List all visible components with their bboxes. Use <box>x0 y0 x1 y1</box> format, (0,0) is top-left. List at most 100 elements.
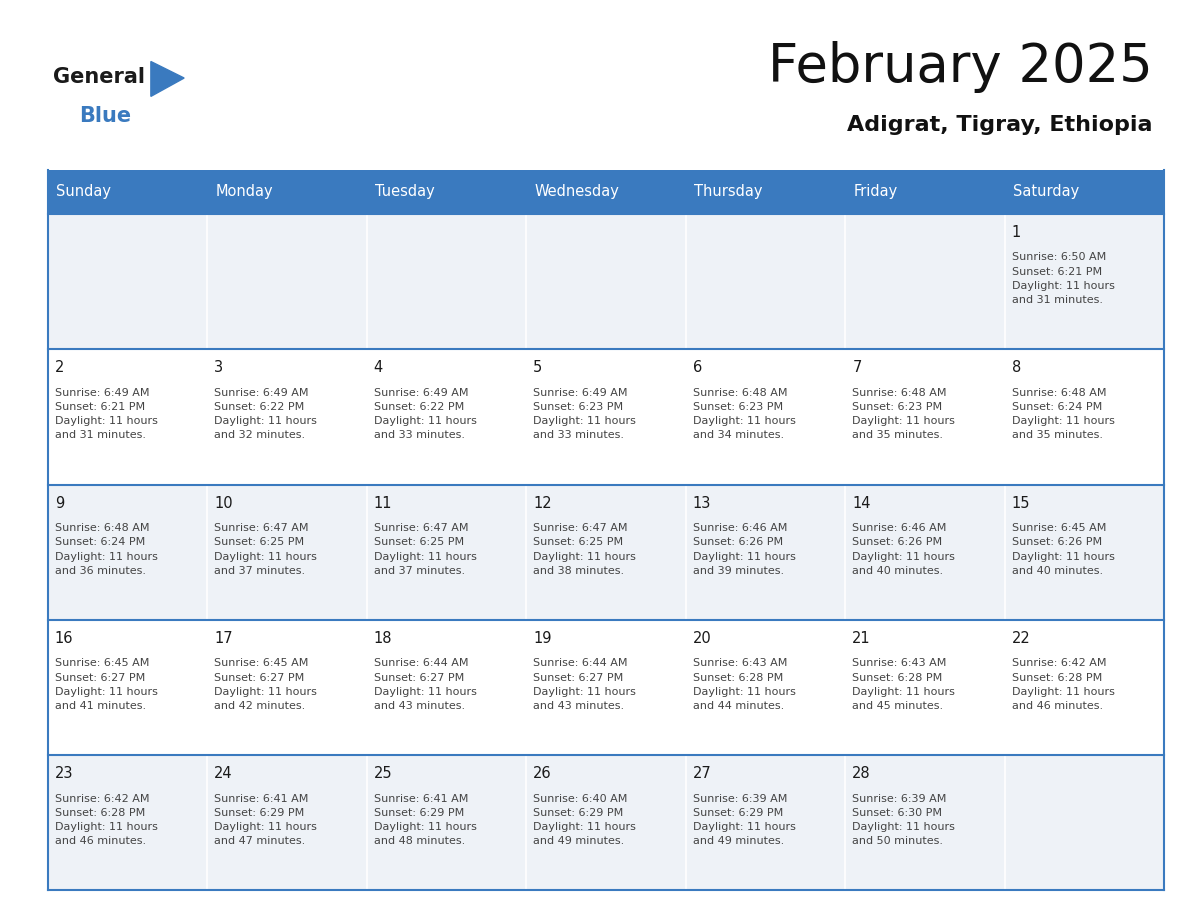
Text: 1: 1 <box>1012 225 1022 240</box>
Text: Sunset: 6:27 PM: Sunset: 6:27 PM <box>55 673 145 683</box>
Text: Daylight: 11 hours: Daylight: 11 hours <box>374 552 476 562</box>
Bar <box>1005 756 1164 890</box>
Text: Sunrise: 6:41 AM: Sunrise: 6:41 AM <box>214 794 309 803</box>
Text: Sunrise: 6:43 AM: Sunrise: 6:43 AM <box>693 658 788 668</box>
Text: 25: 25 <box>374 767 392 781</box>
Text: and 36 minutes.: and 36 minutes. <box>55 565 146 576</box>
Text: Sunset: 6:26 PM: Sunset: 6:26 PM <box>852 537 942 547</box>
Text: Sunset: 6:24 PM: Sunset: 6:24 PM <box>1012 402 1102 412</box>
Bar <box>845 620 1005 756</box>
Bar <box>207 485 367 620</box>
Text: and 44 minutes.: and 44 minutes. <box>693 701 784 711</box>
Text: Daylight: 11 hours: Daylight: 11 hours <box>852 552 955 562</box>
Text: and 38 minutes.: and 38 minutes. <box>533 565 625 576</box>
Bar <box>526 349 685 485</box>
Text: and 45 minutes.: and 45 minutes. <box>852 701 943 711</box>
Text: and 31 minutes.: and 31 minutes. <box>1012 296 1102 305</box>
Text: Daylight: 11 hours: Daylight: 11 hours <box>693 687 796 697</box>
Text: Sunset: 6:29 PM: Sunset: 6:29 PM <box>374 808 465 818</box>
Bar <box>367 756 526 890</box>
Text: Sunrise: 6:49 AM: Sunrise: 6:49 AM <box>55 387 150 397</box>
Text: Sunrise: 6:47 AM: Sunrise: 6:47 AM <box>533 523 627 533</box>
Text: Sunday: Sunday <box>56 185 110 199</box>
Bar <box>1005 214 1164 349</box>
Bar <box>367 349 526 485</box>
Bar <box>526 170 685 214</box>
Text: Sunset: 6:23 PM: Sunset: 6:23 PM <box>852 402 942 412</box>
Text: Daylight: 11 hours: Daylight: 11 hours <box>533 687 636 697</box>
Bar <box>526 756 685 890</box>
Text: Saturday: Saturday <box>1013 185 1079 199</box>
Text: and 32 minutes.: and 32 minutes. <box>214 431 305 441</box>
Text: Sunset: 6:27 PM: Sunset: 6:27 PM <box>214 673 304 683</box>
Bar <box>685 756 845 890</box>
Text: Sunset: 6:30 PM: Sunset: 6:30 PM <box>852 808 942 818</box>
Text: and 40 minutes.: and 40 minutes. <box>852 565 943 576</box>
Text: and 43 minutes.: and 43 minutes. <box>533 701 625 711</box>
Text: Daylight: 11 hours: Daylight: 11 hours <box>533 823 636 832</box>
Text: 15: 15 <box>1012 496 1030 510</box>
Text: Sunrise: 6:49 AM: Sunrise: 6:49 AM <box>374 387 468 397</box>
Text: and 37 minutes.: and 37 minutes. <box>214 565 305 576</box>
Bar <box>367 620 526 756</box>
Text: Sunset: 6:24 PM: Sunset: 6:24 PM <box>55 537 145 547</box>
Text: and 37 minutes.: and 37 minutes. <box>374 565 465 576</box>
Text: and 46 minutes.: and 46 minutes. <box>55 836 146 846</box>
Text: Daylight: 11 hours: Daylight: 11 hours <box>214 687 317 697</box>
Bar <box>526 214 685 349</box>
Text: Sunset: 6:29 PM: Sunset: 6:29 PM <box>533 808 624 818</box>
Bar <box>207 349 367 485</box>
Text: Sunset: 6:28 PM: Sunset: 6:28 PM <box>693 673 783 683</box>
Bar <box>685 620 845 756</box>
Text: and 50 minutes.: and 50 minutes. <box>852 836 943 846</box>
Text: February 2025: February 2025 <box>767 41 1152 94</box>
Text: Sunset: 6:28 PM: Sunset: 6:28 PM <box>1012 673 1102 683</box>
Text: Sunrise: 6:46 AM: Sunrise: 6:46 AM <box>852 523 947 533</box>
Text: Sunrise: 6:49 AM: Sunrise: 6:49 AM <box>214 387 309 397</box>
Text: Sunrise: 6:46 AM: Sunrise: 6:46 AM <box>693 523 788 533</box>
Text: and 49 minutes.: and 49 minutes. <box>533 836 625 846</box>
Text: Daylight: 11 hours: Daylight: 11 hours <box>214 823 317 832</box>
Text: and 48 minutes.: and 48 minutes. <box>374 836 465 846</box>
Text: 11: 11 <box>374 496 392 510</box>
Bar <box>845 756 1005 890</box>
Text: Tuesday: Tuesday <box>375 185 435 199</box>
Text: Friday: Friday <box>853 185 898 199</box>
Text: and 46 minutes.: and 46 minutes. <box>1012 701 1102 711</box>
Bar <box>526 620 685 756</box>
Text: Daylight: 11 hours: Daylight: 11 hours <box>533 416 636 426</box>
Text: Sunset: 6:29 PM: Sunset: 6:29 PM <box>693 808 783 818</box>
Text: Sunrise: 6:47 AM: Sunrise: 6:47 AM <box>374 523 468 533</box>
Text: Sunset: 6:27 PM: Sunset: 6:27 PM <box>374 673 465 683</box>
Text: Daylight: 11 hours: Daylight: 11 hours <box>693 552 796 562</box>
Bar <box>48 170 207 214</box>
Text: 19: 19 <box>533 631 551 646</box>
Text: Sunset: 6:26 PM: Sunset: 6:26 PM <box>693 537 783 547</box>
Text: 18: 18 <box>374 631 392 646</box>
Text: 22: 22 <box>1012 631 1030 646</box>
Bar <box>685 170 845 214</box>
Bar <box>845 170 1005 214</box>
Text: Daylight: 11 hours: Daylight: 11 hours <box>1012 416 1114 426</box>
Text: 16: 16 <box>55 631 74 646</box>
Text: Sunset: 6:28 PM: Sunset: 6:28 PM <box>852 673 942 683</box>
Text: and 39 minutes.: and 39 minutes. <box>693 565 784 576</box>
Text: Sunrise: 6:42 AM: Sunrise: 6:42 AM <box>55 794 150 803</box>
Text: Daylight: 11 hours: Daylight: 11 hours <box>533 552 636 562</box>
Text: Sunrise: 6:49 AM: Sunrise: 6:49 AM <box>533 387 627 397</box>
Text: 26: 26 <box>533 767 552 781</box>
Text: and 42 minutes.: and 42 minutes. <box>214 701 305 711</box>
Text: Daylight: 11 hours: Daylight: 11 hours <box>214 416 317 426</box>
Text: Sunrise: 6:39 AM: Sunrise: 6:39 AM <box>852 794 947 803</box>
Text: 10: 10 <box>214 496 233 510</box>
Bar <box>48 756 207 890</box>
Text: Sunset: 6:25 PM: Sunset: 6:25 PM <box>214 537 304 547</box>
Text: Daylight: 11 hours: Daylight: 11 hours <box>55 552 158 562</box>
Text: General: General <box>53 67 145 87</box>
Text: Sunrise: 6:48 AM: Sunrise: 6:48 AM <box>852 387 947 397</box>
Text: Sunset: 6:22 PM: Sunset: 6:22 PM <box>374 402 465 412</box>
Text: and 47 minutes.: and 47 minutes. <box>214 836 305 846</box>
Text: 2: 2 <box>55 360 64 375</box>
Text: and 33 minutes.: and 33 minutes. <box>374 431 465 441</box>
Text: Sunrise: 6:48 AM: Sunrise: 6:48 AM <box>693 387 788 397</box>
